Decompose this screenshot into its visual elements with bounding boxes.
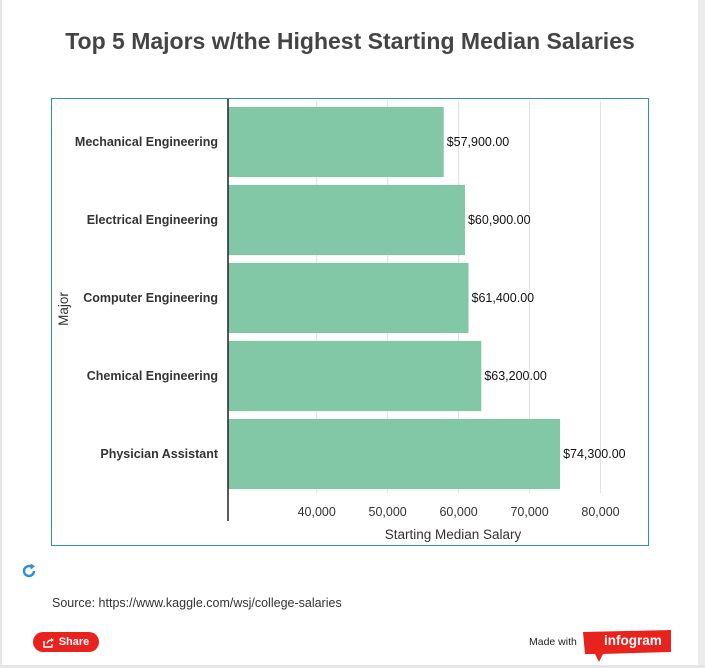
x-tick-label: 50,000 [369, 505, 407, 519]
bar-value-label: $74,300.00 [563, 447, 626, 461]
bar [228, 262, 469, 334]
bar-value-label: $63,200.00 [484, 369, 547, 383]
category-label: Computer Engineering [83, 291, 218, 305]
bar-value-label: $57,900.00 [447, 135, 510, 149]
bar-value-label: $60,900.00 [468, 213, 531, 227]
window-left-edge [0, 0, 2, 668]
chart-title: Top 5 Majors w/the Highest Starting Medi… [65, 28, 635, 54]
share-button-label: Share [58, 636, 90, 648]
x-tick-label: 80,000 [581, 505, 619, 519]
x-tick-label: 60,000 [439, 505, 477, 519]
bar [228, 340, 482, 412]
made-with-label: Made with [529, 636, 577, 648]
bar [228, 418, 561, 490]
infogram-logo[interactable] [583, 630, 673, 662]
category-label: Electrical Engineering [87, 213, 218, 227]
infogram-brand[interactable]: infogram [604, 633, 662, 648]
bar-chart: $57,900.00 Mechanical Engineering $60,900.… [56, 99, 626, 542]
share-icon [43, 637, 54, 648]
refresh-icon[interactable] [20, 562, 38, 580]
x-tick-label: 40,000 [298, 505, 336, 519]
category-label: Mechanical Engineering [75, 135, 218, 149]
y-axis-title: Major [56, 292, 71, 326]
bar [228, 106, 444, 178]
window-scrollbar-track[interactable] [698, 0, 705, 668]
category-label: Physician Assistant [100, 447, 218, 461]
source-note: Source: https://www.kaggle.com/wsj/colle… [52, 596, 342, 610]
chart-container: $57,900.00 Mechanical Engineering $60,900.… [51, 98, 649, 546]
bar-value-label: $61,400.00 [472, 291, 535, 305]
x-axis-title: Starting Median Salary [385, 527, 522, 542]
bar [228, 184, 465, 256]
category-label: Chemical Engineering [87, 369, 218, 383]
x-tick-label: 70,000 [510, 505, 548, 519]
window-bottom-edge [0, 665, 705, 668]
share-button[interactable]: Share [33, 632, 99, 652]
